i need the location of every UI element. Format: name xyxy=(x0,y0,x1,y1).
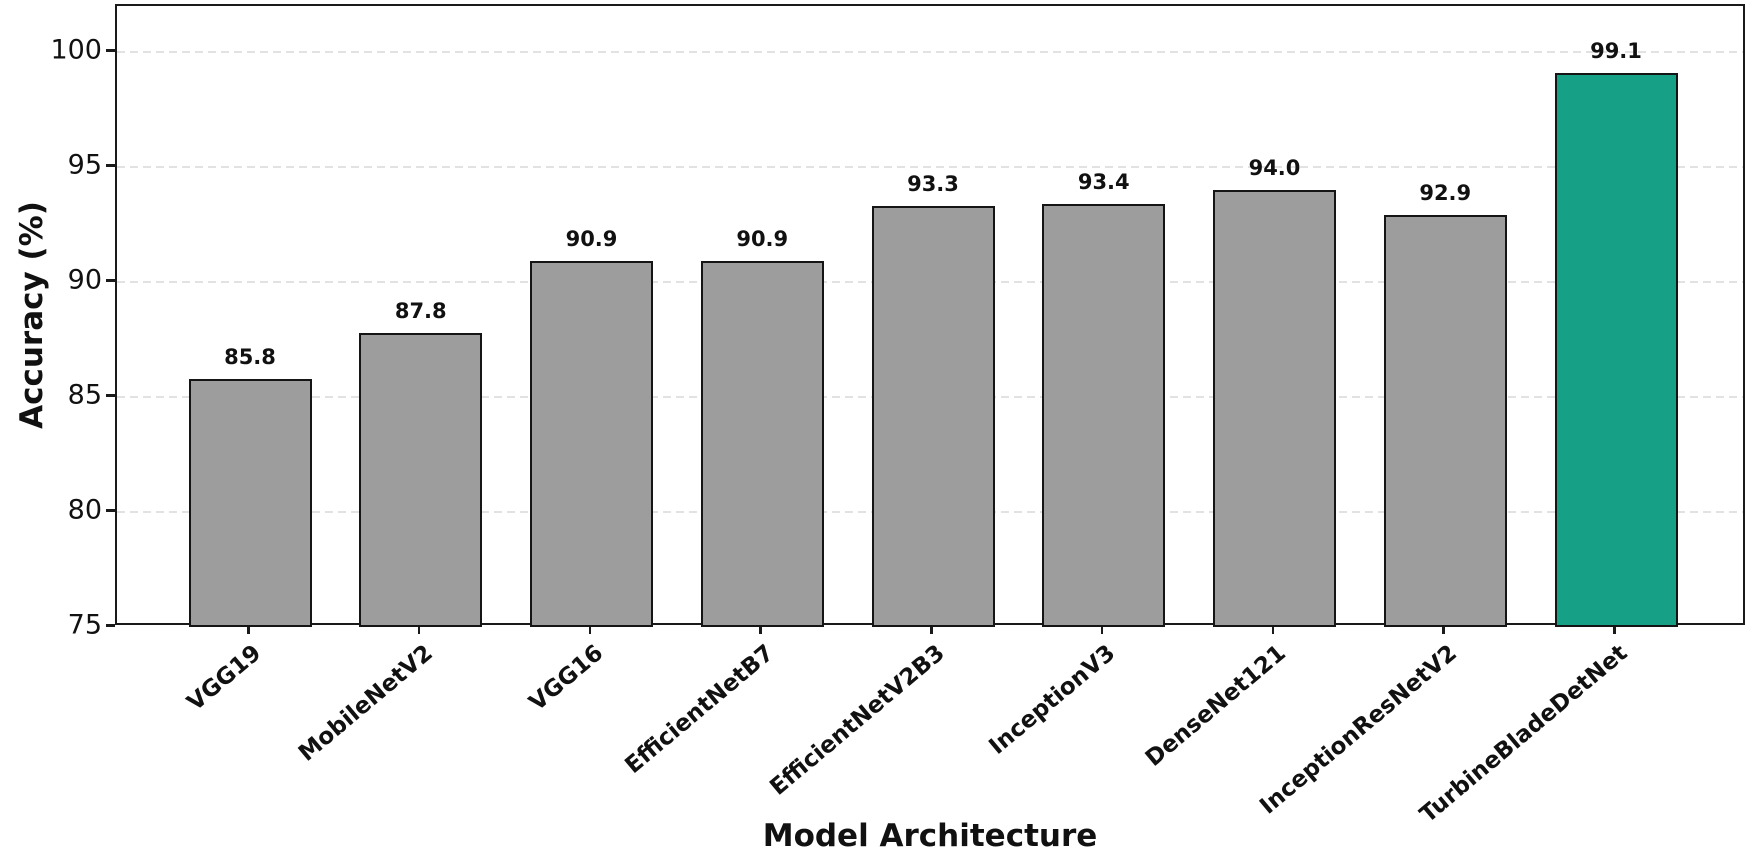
x-tick-label-VGG16: VGG16 xyxy=(524,640,609,717)
bar-EfficientNetV2B3 xyxy=(871,206,995,627)
x-tick-label-MobileNetV2: MobileNetV2 xyxy=(293,640,438,767)
x-tick-label-InceptionResNetV2: InceptionResNetV2 xyxy=(1255,640,1462,820)
y-tick-mark xyxy=(106,49,115,52)
y-tick-mark xyxy=(106,394,115,397)
x-tick-mark xyxy=(588,625,591,634)
bar-value-label: 93.4 xyxy=(1077,169,1130,194)
bar-value-label: 94.0 xyxy=(1248,156,1301,180)
bar-DenseNet121 xyxy=(1213,190,1336,627)
gridline-y-95 xyxy=(117,166,1743,168)
x-tick-mark xyxy=(1100,625,1104,634)
x-tick-mark xyxy=(1613,625,1616,634)
x-tick-mark xyxy=(930,625,933,634)
x-tick-mark xyxy=(1271,625,1274,634)
y-tick-label: 85 xyxy=(67,379,102,411)
bar-value-label: 90.9 xyxy=(565,227,618,252)
x-tick-mark xyxy=(759,625,762,634)
x-tick-mark xyxy=(247,625,250,634)
y-tick-label: 75 xyxy=(67,609,102,641)
x-tick-label-InceptionV3: InceptionV3 xyxy=(984,640,1121,760)
bar-InceptionV3 xyxy=(1042,203,1166,627)
bar-VGG16 xyxy=(530,261,653,627)
x-tick-label-EfficientNetV2B3: EfficientNetV2B3 xyxy=(765,640,950,801)
y-tick-mark xyxy=(106,279,115,282)
bar-value-label: 93.3 xyxy=(907,172,959,197)
y-tick-label: 100 xyxy=(50,34,102,66)
y-axis-title: Accuracy (%) xyxy=(14,201,50,429)
x-tick-label-EfficientNetB7: EfficientNetB7 xyxy=(620,640,779,779)
bar-value-label: 90.9 xyxy=(736,227,789,252)
gridline-y-100 xyxy=(117,51,1743,53)
bar-EfficientNetB7 xyxy=(700,261,824,627)
bar-value-label: 85.8 xyxy=(224,344,276,369)
x-tick-label-DenseNet121: DenseNet121 xyxy=(1141,640,1292,772)
bar-InceptionResNetV2 xyxy=(1383,215,1507,627)
bar-MobileNetV2 xyxy=(359,332,483,627)
x-tick-mark xyxy=(1442,625,1445,634)
plot-area: 85.8 87.8 90.9 90.9 93.3 93.4 94.0 92.9 99.1 xyxy=(115,4,1745,627)
x-axis-title: Model Architecture xyxy=(762,818,1098,854)
y-tick-mark xyxy=(106,164,115,167)
bar-value-label: 92.9 xyxy=(1419,181,1472,206)
y-tick-label: 95 xyxy=(67,149,102,181)
bar-value-label: 99.1 xyxy=(1590,38,1642,63)
bar-TurbineBladeDetNet xyxy=(1554,72,1678,627)
y-tick-label: 90 xyxy=(67,264,102,296)
y-tick-label: 80 xyxy=(67,494,102,526)
x-tick-label-VGG19: VGG19 xyxy=(182,640,267,717)
y-tick-mark xyxy=(106,624,115,627)
y-tick-mark xyxy=(106,509,115,512)
x-tick-mark xyxy=(417,625,421,634)
bar-VGG19 xyxy=(188,378,312,627)
bar-value-label: 87.8 xyxy=(394,298,447,323)
